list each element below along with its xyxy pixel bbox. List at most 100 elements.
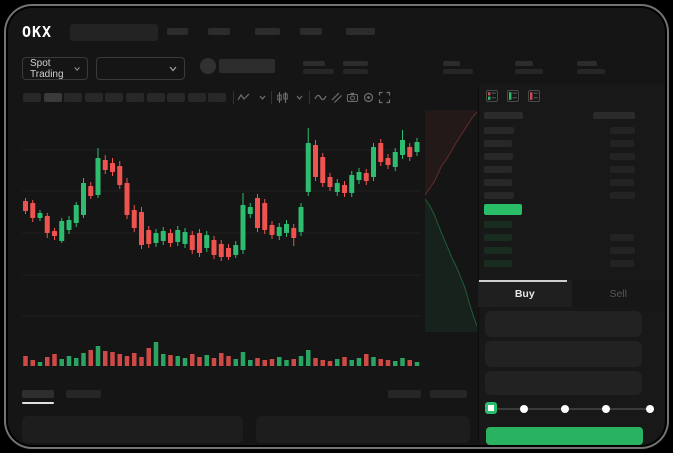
amount-slider-handle[interactable] xyxy=(485,402,497,414)
timeframe-button[interactable] xyxy=(105,93,124,102)
stat-value-placeholder xyxy=(303,69,334,74)
timeframe-button[interactable] xyxy=(167,93,186,102)
fullscreen-icon[interactable] xyxy=(378,91,391,104)
slider-stop-dot[interactable] xyxy=(561,405,569,413)
ask-row-amount xyxy=(610,140,634,147)
tab-sell[interactable]: Sell xyxy=(571,280,665,307)
pair-coin-icon xyxy=(200,58,216,74)
ask-row-price[interactable] xyxy=(484,153,513,160)
ask-row-price[interactable] xyxy=(484,192,514,199)
orderbook-header-amount xyxy=(593,112,635,119)
stat-value-placeholder xyxy=(443,69,473,74)
bid-row-amount xyxy=(610,260,634,267)
market-type-label: Spot Trading xyxy=(30,57,64,80)
depth-chart[interactable] xyxy=(425,110,477,332)
timeframe-button[interactable] xyxy=(126,93,144,102)
toolbar-divider xyxy=(271,91,272,104)
nav-item-placeholder[interactable] xyxy=(208,28,230,35)
pair-dropdown[interactable] xyxy=(96,57,185,80)
bid-row-price[interactable] xyxy=(484,234,512,241)
ask-row-amount xyxy=(610,127,635,134)
nav-item-placeholder[interactable] xyxy=(346,28,375,35)
okx-logo[interactable]: OKX xyxy=(22,23,53,41)
ask-row-price[interactable] xyxy=(484,127,514,134)
stat-value-placeholder xyxy=(343,69,368,74)
amount-slider-track[interactable] xyxy=(491,408,652,410)
chevron-down-icon[interactable] xyxy=(256,91,269,104)
toolbar-divider xyxy=(233,91,234,104)
ask-row-price[interactable] xyxy=(484,179,512,186)
stat-label-placeholder xyxy=(577,61,597,66)
toolbar-divider xyxy=(309,91,310,104)
slider-stop-dot[interactable] xyxy=(602,405,610,413)
stat-label-placeholder xyxy=(303,61,325,66)
ask-row-amount xyxy=(610,153,635,160)
nav-item-placeholder[interactable] xyxy=(167,28,188,35)
candle-style-icon[interactable] xyxy=(276,91,289,104)
stat-label-placeholder xyxy=(343,61,368,66)
chevron-down-icon xyxy=(169,66,177,71)
timeframe-button[interactable] xyxy=(64,93,83,102)
nav-item-placeholder[interactable] xyxy=(255,28,280,35)
total-input[interactable] xyxy=(485,371,642,395)
pair-name-placeholder xyxy=(219,59,275,73)
panel-tab[interactable] xyxy=(66,390,101,398)
ask-row-amount xyxy=(610,192,635,199)
slider-stop-dot[interactable] xyxy=(646,405,654,413)
ask-row-amount xyxy=(610,166,635,173)
amount-input[interactable] xyxy=(485,341,642,367)
camera-icon[interactable] xyxy=(346,91,359,104)
tab-buy[interactable]: Buy xyxy=(478,280,572,307)
last-price-bar[interactable] xyxy=(484,204,522,215)
timeframe-button[interactable] xyxy=(43,93,62,102)
stat-label-placeholder xyxy=(515,61,533,66)
tab-sell-label: Sell xyxy=(609,287,627,300)
stat-label-placeholder xyxy=(443,61,460,66)
bid-row-price[interactable] xyxy=(484,260,512,267)
book-buy-view-icon[interactable] xyxy=(507,90,519,102)
ask-row-amount xyxy=(610,179,634,186)
chevron-down-icon[interactable] xyxy=(293,91,306,104)
book-split-view-icon[interactable] xyxy=(486,90,498,102)
ask-row-price[interactable] xyxy=(484,140,512,147)
price-input[interactable] xyxy=(485,311,642,337)
book-sell-view-icon[interactable] xyxy=(528,90,540,102)
market-type-dropdown[interactable]: Spot Trading xyxy=(22,57,88,80)
timeframe-button[interactable] xyxy=(146,93,165,102)
panel-tab[interactable] xyxy=(22,390,54,398)
nav-item-placeholder[interactable] xyxy=(300,28,322,35)
bottom-content-panel xyxy=(256,416,470,443)
active-tab-indicator xyxy=(479,280,567,282)
search-input[interactable] xyxy=(70,24,158,41)
slider-stop-dot[interactable] xyxy=(520,405,528,413)
ask-row-price[interactable] xyxy=(484,166,512,173)
compare-icon[interactable] xyxy=(330,91,343,104)
volume-chart xyxy=(23,342,420,366)
active-tab-underline xyxy=(22,402,54,404)
trade-tabbar: Buy Sell xyxy=(478,280,665,307)
panel-action-placeholder[interactable] xyxy=(388,390,421,398)
bid-row-price[interactable] xyxy=(484,221,512,228)
bid-row-amount xyxy=(610,234,634,241)
settings-gear-icon[interactable] xyxy=(362,91,375,104)
device-frame: OKX Spot Trading xyxy=(4,4,669,449)
line-tool-icon[interactable] xyxy=(314,91,327,104)
timeframe-button[interactable] xyxy=(23,93,41,102)
buy-submit-button[interactable] xyxy=(486,427,643,445)
candlestick-chart[interactable] xyxy=(22,112,421,332)
panel-action-placeholder[interactable] xyxy=(430,390,467,398)
bid-row-price[interactable] xyxy=(484,247,512,254)
bottom-content-panel xyxy=(22,416,243,443)
app-screen: OKX Spot Trading xyxy=(8,8,665,445)
indicator-zigzag-icon[interactable] xyxy=(237,91,250,104)
timeframe-button[interactable] xyxy=(84,93,103,102)
orderbook-header-price xyxy=(484,112,523,119)
trading-app: OKX Spot Trading xyxy=(8,8,665,445)
chevron-down-icon xyxy=(74,66,80,71)
tab-buy-label: Buy xyxy=(514,287,535,300)
stat-value-placeholder xyxy=(515,69,543,74)
timeframe-button[interactable] xyxy=(187,93,206,102)
timeframe-button[interactable] xyxy=(208,93,227,102)
bid-row-amount xyxy=(610,247,635,254)
